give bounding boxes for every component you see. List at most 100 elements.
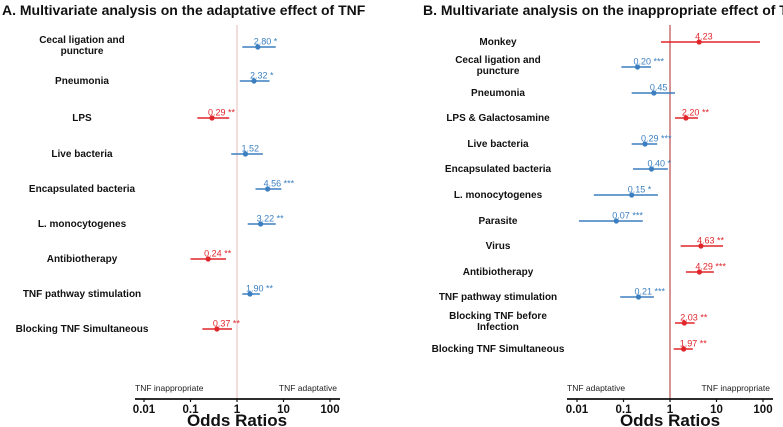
row-label-line: Antibiotherapy xyxy=(463,267,534,278)
odds-ratio-label: 2.20 ** xyxy=(682,108,710,118)
odds-ratio-point xyxy=(242,151,249,157)
odds-ratio-point xyxy=(683,115,689,121)
forest-row: TNF pathway stimulation 1.90 ** xyxy=(23,284,274,301)
row-label-line: L. monocytogenes xyxy=(38,219,127,230)
row-label-line: Blocking TNF Simultaneous xyxy=(16,324,149,335)
row-label: Cecal ligation and puncture xyxy=(39,35,125,57)
odds-ratio-point xyxy=(251,78,257,84)
odds-ratio-point xyxy=(696,269,703,275)
forest-row: Antibiotherapy 4.29 *** xyxy=(463,262,727,279)
odds-ratio-label: 4.23 xyxy=(695,32,713,42)
odds-ratio-point xyxy=(209,115,215,121)
odds-ratio-label: 0.45 xyxy=(650,83,668,93)
x-tick-label: 0.1 xyxy=(616,404,633,416)
row-label: Live bacteria xyxy=(51,149,113,160)
odds-ratio-label: 2.80 * xyxy=(254,37,278,47)
x-tick-label: 0.01 xyxy=(133,404,156,416)
odds-ratio-point xyxy=(247,291,253,297)
right-direction-label: TNF adaptative xyxy=(279,383,337,393)
row-label-line: Cecal ligation and xyxy=(455,55,541,66)
odds-ratio-point xyxy=(634,64,641,70)
row-label: Blocking TNF Simultaneous xyxy=(432,344,565,355)
odds-ratio-point xyxy=(651,90,657,96)
row-label-line: Blocking TNF before xyxy=(449,311,547,322)
row-label-line: Parasite xyxy=(479,216,518,227)
row-label-line: Encapsulated bacteria xyxy=(445,164,552,175)
odds-ratio-label: 0.24 ** xyxy=(204,249,232,259)
row-label-line: Blocking TNF Simultaneous xyxy=(432,344,565,355)
row-label: Monkey xyxy=(479,37,517,48)
left-direction-label: TNF inappropriate xyxy=(135,383,204,393)
x-tick-label: 10 xyxy=(277,404,290,416)
odds-ratio-point xyxy=(635,294,642,300)
odds-ratio-label: 3.22 ** xyxy=(257,214,285,224)
row-label: Encapsulated bacteria xyxy=(445,164,552,175)
odds-ratio-point xyxy=(255,44,261,50)
row-label-line: Encapsulated bacteria xyxy=(29,184,136,195)
forest-row: Blocking TNF Simultaneous 0.37 ** xyxy=(16,319,241,336)
forest-row: Pneumonia 2.32 * xyxy=(55,71,274,88)
odds-ratio-point xyxy=(265,186,271,192)
row-label: Pneumonia xyxy=(55,76,109,87)
forest-row: L. monocytogenes 3.22 ** xyxy=(38,214,284,231)
forest-row: Monkey 4.23 xyxy=(479,32,760,48)
odds-ratio-label: 0.29 *** xyxy=(641,134,672,144)
row-label: LPS xyxy=(72,113,92,124)
x-tick-label: 10 xyxy=(710,404,723,416)
forest-row: Cecal ligation and puncture 2.80 * xyxy=(39,35,278,57)
x-tick-label: 100 xyxy=(320,404,339,416)
odds-ratio-label: 1.97 ** xyxy=(680,339,708,349)
forest-row: L. monocytogenes 0.15 * xyxy=(454,185,658,201)
forest-row: TNF pathway stimulation 0.21 *** xyxy=(439,287,666,304)
row-label: Live bacteria xyxy=(467,139,529,150)
forest-row: LPS 0.29 ** xyxy=(72,108,235,125)
row-label: Antibiotherapy xyxy=(463,267,534,278)
forest-row: Blocking TNF Simultaneous 1.97 ** xyxy=(432,339,708,356)
forest-row: Pneumonia 0.45 xyxy=(471,83,675,99)
row-label-line: TNF pathway stimulation xyxy=(439,292,557,303)
x-tick-label: 1 xyxy=(234,404,241,416)
row-label: Parasite xyxy=(479,216,518,227)
odds-ratio-label: 4.29 *** xyxy=(695,262,726,272)
odds-ratio-label: 4.56 *** xyxy=(264,179,295,189)
odds-ratio-label: 0.07 *** xyxy=(612,211,643,221)
x-tick-label: 0.01 xyxy=(566,404,589,416)
chart-title: B. Multivariate analysis on the inapprop… xyxy=(423,2,783,18)
forest-row: Live bacteria 0.29 *** xyxy=(467,134,672,151)
row-label: TNF pathway stimulation xyxy=(439,292,557,303)
odds-ratio-point xyxy=(698,243,704,249)
x-tick-label: 1 xyxy=(667,404,674,416)
odds-ratio-label: 1.90 ** xyxy=(246,284,274,294)
odds-ratio-point xyxy=(258,221,264,227)
forest-row: Encapsulated bacteria 0.40 * xyxy=(445,159,672,176)
row-label-line: LPS & Galactosamine xyxy=(446,113,550,124)
row-label-line: puncture xyxy=(477,66,520,77)
row-label-line: Cecal ligation and xyxy=(39,35,125,46)
forest-row: Live bacteria 1.52 xyxy=(51,144,263,160)
row-label: Virus xyxy=(486,241,511,252)
odds-ratio-point xyxy=(648,166,655,172)
odds-ratio-point xyxy=(681,346,687,352)
row-label-line: Monkey xyxy=(479,37,517,48)
x-tick-label: 0.1 xyxy=(183,404,200,416)
odds-ratio-label: 1.52 xyxy=(241,144,259,154)
odds-ratio-point xyxy=(642,141,648,147)
row-label-line: Infection xyxy=(477,322,519,333)
row-label-line: Antibiotherapy xyxy=(47,254,118,265)
forest-row: Antibiotherapy 0.24 ** xyxy=(47,249,232,266)
row-label-line: Live bacteria xyxy=(467,139,529,150)
row-label-line: Pneumonia xyxy=(55,76,109,87)
odds-ratio-label: 4.63 ** xyxy=(697,236,725,246)
chart-title: A. Multivariate analysis on the adaptati… xyxy=(2,2,366,18)
right-direction-label: TNF inappropriate xyxy=(701,383,770,393)
row-label: L. monocytogenes xyxy=(38,219,127,230)
row-label: LPS & Galactosamine xyxy=(446,113,550,124)
odds-ratio-label: 0.15 * xyxy=(628,185,652,195)
odds-ratio-point xyxy=(629,192,635,198)
forest-row: Virus 4.63 ** xyxy=(486,236,725,253)
forest-row: Parasite 0.07 *** xyxy=(479,211,644,228)
row-label-line: Live bacteria xyxy=(51,149,113,160)
odds-ratio-point xyxy=(205,256,211,262)
row-label-line: L. monocytogenes xyxy=(454,190,543,201)
